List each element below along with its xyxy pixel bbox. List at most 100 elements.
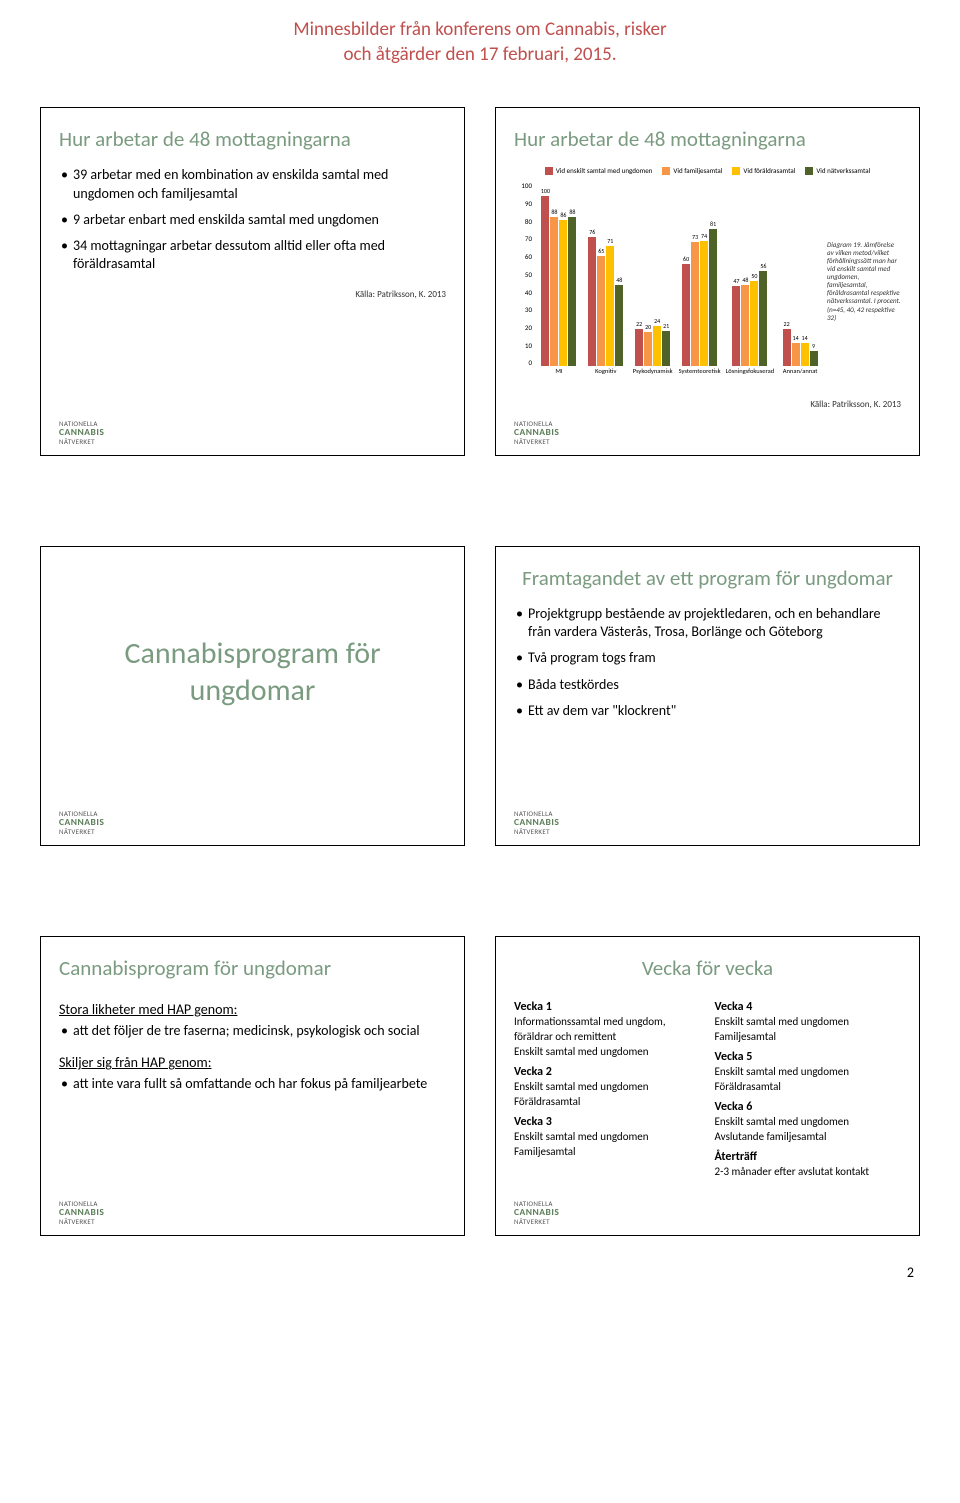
- legend-s3-label: Vid föräldrasamtal: [743, 166, 795, 175]
- bar: 50: [750, 281, 758, 366]
- slide-3: Cannabisprogram för ungdomar NATIONELLA …: [40, 546, 465, 846]
- slide-6: Vecka för vecka Vecka 1 Informationssamt…: [495, 936, 920, 1236]
- slide5-b1: att det följer de tre faserna; medicinsk…: [59, 1022, 446, 1040]
- slide5-sh1: Stora likheter med HAP genom:: [59, 1001, 446, 1018]
- slide5-sh2: Skiljer sig från HAP genom:: [59, 1054, 446, 1071]
- chart-note: Diagram 19. Jämförelse av vilken metod/v…: [827, 241, 901, 321]
- slide5-title: Cannabisprogram för ungdomar: [59, 955, 446, 981]
- w5a: Enskilt samtal med ungdomen: [715, 1065, 902, 1080]
- ytick: 60: [514, 252, 532, 261]
- bar-value: 9: [808, 342, 820, 350]
- bar: 20: [644, 332, 652, 366]
- chart-note-body: Jämförelse av vilken metod/vilket förhål…: [827, 240, 901, 321]
- logo-l1: NATIONELLA: [59, 810, 446, 817]
- bars: 60737481: [679, 196, 721, 366]
- bar-value: 100: [539, 187, 551, 195]
- row-3: Cannabisprogram för ungdomar Stora likhe…: [40, 936, 920, 1236]
- slide1-b2: 9 arbetar enbart med enskilda samtal med…: [59, 211, 446, 229]
- slide1-bullets: 39 arbetar med en kombination av enskild…: [59, 166, 446, 281]
- bar: 71: [606, 246, 614, 367]
- logo-l2: CANNABIS: [514, 1208, 901, 1218]
- bar-value: 71: [604, 237, 616, 245]
- chart-legend: Vid enskilt samtal med ungdomen Vid fami…: [514, 166, 901, 175]
- logo-l1: NATIONELLA: [514, 810, 901, 817]
- bar-group: 2214149Annan/annat: [779, 196, 821, 381]
- bar-value: 14: [799, 334, 811, 342]
- group-label: Annan/annat: [783, 367, 818, 381]
- w3b: Familjesamtal: [514, 1145, 701, 1160]
- header-line2: och åtgärder den 17 februari, 2015.: [40, 43, 920, 68]
- logo-l3: NÄTVERKET: [514, 438, 901, 445]
- bars: 22202421: [632, 196, 674, 366]
- ytick: 10: [514, 341, 532, 350]
- logo-l2: CANNABIS: [59, 1208, 446, 1218]
- slide4-bullets: Projektgrupp bestående av projektledaren…: [514, 605, 901, 728]
- week-columns: Vecka 1 Informationssamtal med ungdom, f…: [514, 995, 901, 1180]
- w4b: Familjesamtal: [715, 1030, 902, 1045]
- slide1-b3: 34 mottagningar arbetar dessutom alltid …: [59, 237, 446, 273]
- slide6-title: Vecka för vecka: [514, 955, 901, 981]
- ytick: 40: [514, 288, 532, 297]
- w2b: Föräldrasamtal: [514, 1095, 701, 1110]
- bar: 14: [792, 343, 800, 367]
- ytick: 90: [514, 199, 532, 208]
- w6b: Avslutande familjesamtal: [715, 1130, 902, 1145]
- bars: 76657148: [585, 196, 627, 366]
- bar: 60: [682, 264, 690, 366]
- row-2: Cannabisprogram för ungdomar NATIONELLA …: [40, 546, 920, 846]
- w2a: Enskilt samtal med ungdomen: [514, 1080, 701, 1095]
- bar-group: 47485056Lösningsfokuserad: [726, 196, 775, 381]
- header-line1: Minnesbilder från konferens om Cannabis,…: [40, 18, 920, 43]
- logo-l2: CANNABIS: [59, 428, 446, 438]
- bar-group: 22202421Psykodynamisk: [632, 196, 674, 381]
- w1b: Enskilt samtal med ungdomen: [514, 1045, 701, 1060]
- logo-l3: NÄTVERKET: [59, 1218, 446, 1225]
- w6a: Enskilt samtal med ungdomen: [715, 1115, 902, 1130]
- slide1-title: Hur arbetar de 48 mottagningarna: [59, 126, 446, 152]
- bar: 100: [541, 196, 549, 366]
- bar: 48: [741, 285, 749, 367]
- legend-s3: Vid föräldrasamtal: [732, 166, 795, 175]
- slide4-b2: Två program togs fram: [514, 649, 901, 667]
- bar-value: 88: [566, 208, 578, 216]
- group-label: Psykodynamisk: [633, 367, 673, 381]
- w5b: Föräldrasamtal: [715, 1080, 902, 1095]
- bar: 65: [597, 256, 605, 367]
- legend-s1-label: Vid enskilt samtal med ungdomen: [556, 166, 653, 175]
- logo-l3: NÄTVERKET: [59, 438, 446, 445]
- bar: 24: [653, 326, 661, 367]
- w1t: Vecka 1: [514, 999, 701, 1015]
- slide4-b4: Ett av dem var "klockrent": [514, 702, 901, 720]
- ytick: 80: [514, 217, 532, 226]
- bar-group: 76657148Kognitiv: [585, 196, 627, 381]
- page-header: Minnesbilder från konferens om Cannabis,…: [40, 18, 920, 67]
- slide4-b1: Projektgrupp bestående av projektledaren…: [514, 605, 901, 641]
- legend-s2: Vid familjesamtal: [662, 166, 722, 175]
- bar-value: 81: [707, 220, 719, 228]
- w1a: Informationssamtal med ungdom, föräldrar…: [514, 1015, 701, 1045]
- group-label: MI: [555, 367, 562, 381]
- slide-5: Cannabisprogram för ungdomar Stora likhe…: [40, 936, 465, 1236]
- logo-l3: NÄTVERKET: [514, 828, 901, 835]
- bar: 22: [635, 329, 643, 366]
- slide4-b3: Båda testkördes: [514, 676, 901, 694]
- w7a: 2-3 månader efter avslutat kontakt: [715, 1165, 902, 1180]
- ytick: 100: [514, 181, 532, 190]
- logo-l3: NÄTVERKET: [514, 1218, 901, 1225]
- logo-l2: CANNABIS: [514, 428, 901, 438]
- logo-l1: NATIONELLA: [59, 1200, 446, 1207]
- bar: 81: [709, 229, 717, 367]
- bar: 88: [568, 217, 576, 367]
- logo: NATIONELLA CANNABIS NÄTVERKET: [59, 1190, 446, 1225]
- bars: 100888688: [538, 196, 580, 366]
- y-axis: 0102030405060708090100: [514, 181, 532, 381]
- logo: NATIONELLA CANNABIS NÄTVERKET: [59, 800, 446, 835]
- logo-l2: CANNABIS: [514, 818, 901, 828]
- row-1: Hur arbetar de 48 mottagningarna 39 arbe…: [40, 107, 920, 456]
- logo: NATIONELLA CANNABIS NÄTVERKET: [514, 410, 901, 445]
- w3t: Vecka 3: [514, 1114, 701, 1130]
- legend-s2-label: Vid familjesamtal: [673, 166, 722, 175]
- ytick: 70: [514, 234, 532, 243]
- bar: 73: [691, 242, 699, 366]
- bar-group: 100888688MI: [538, 196, 580, 381]
